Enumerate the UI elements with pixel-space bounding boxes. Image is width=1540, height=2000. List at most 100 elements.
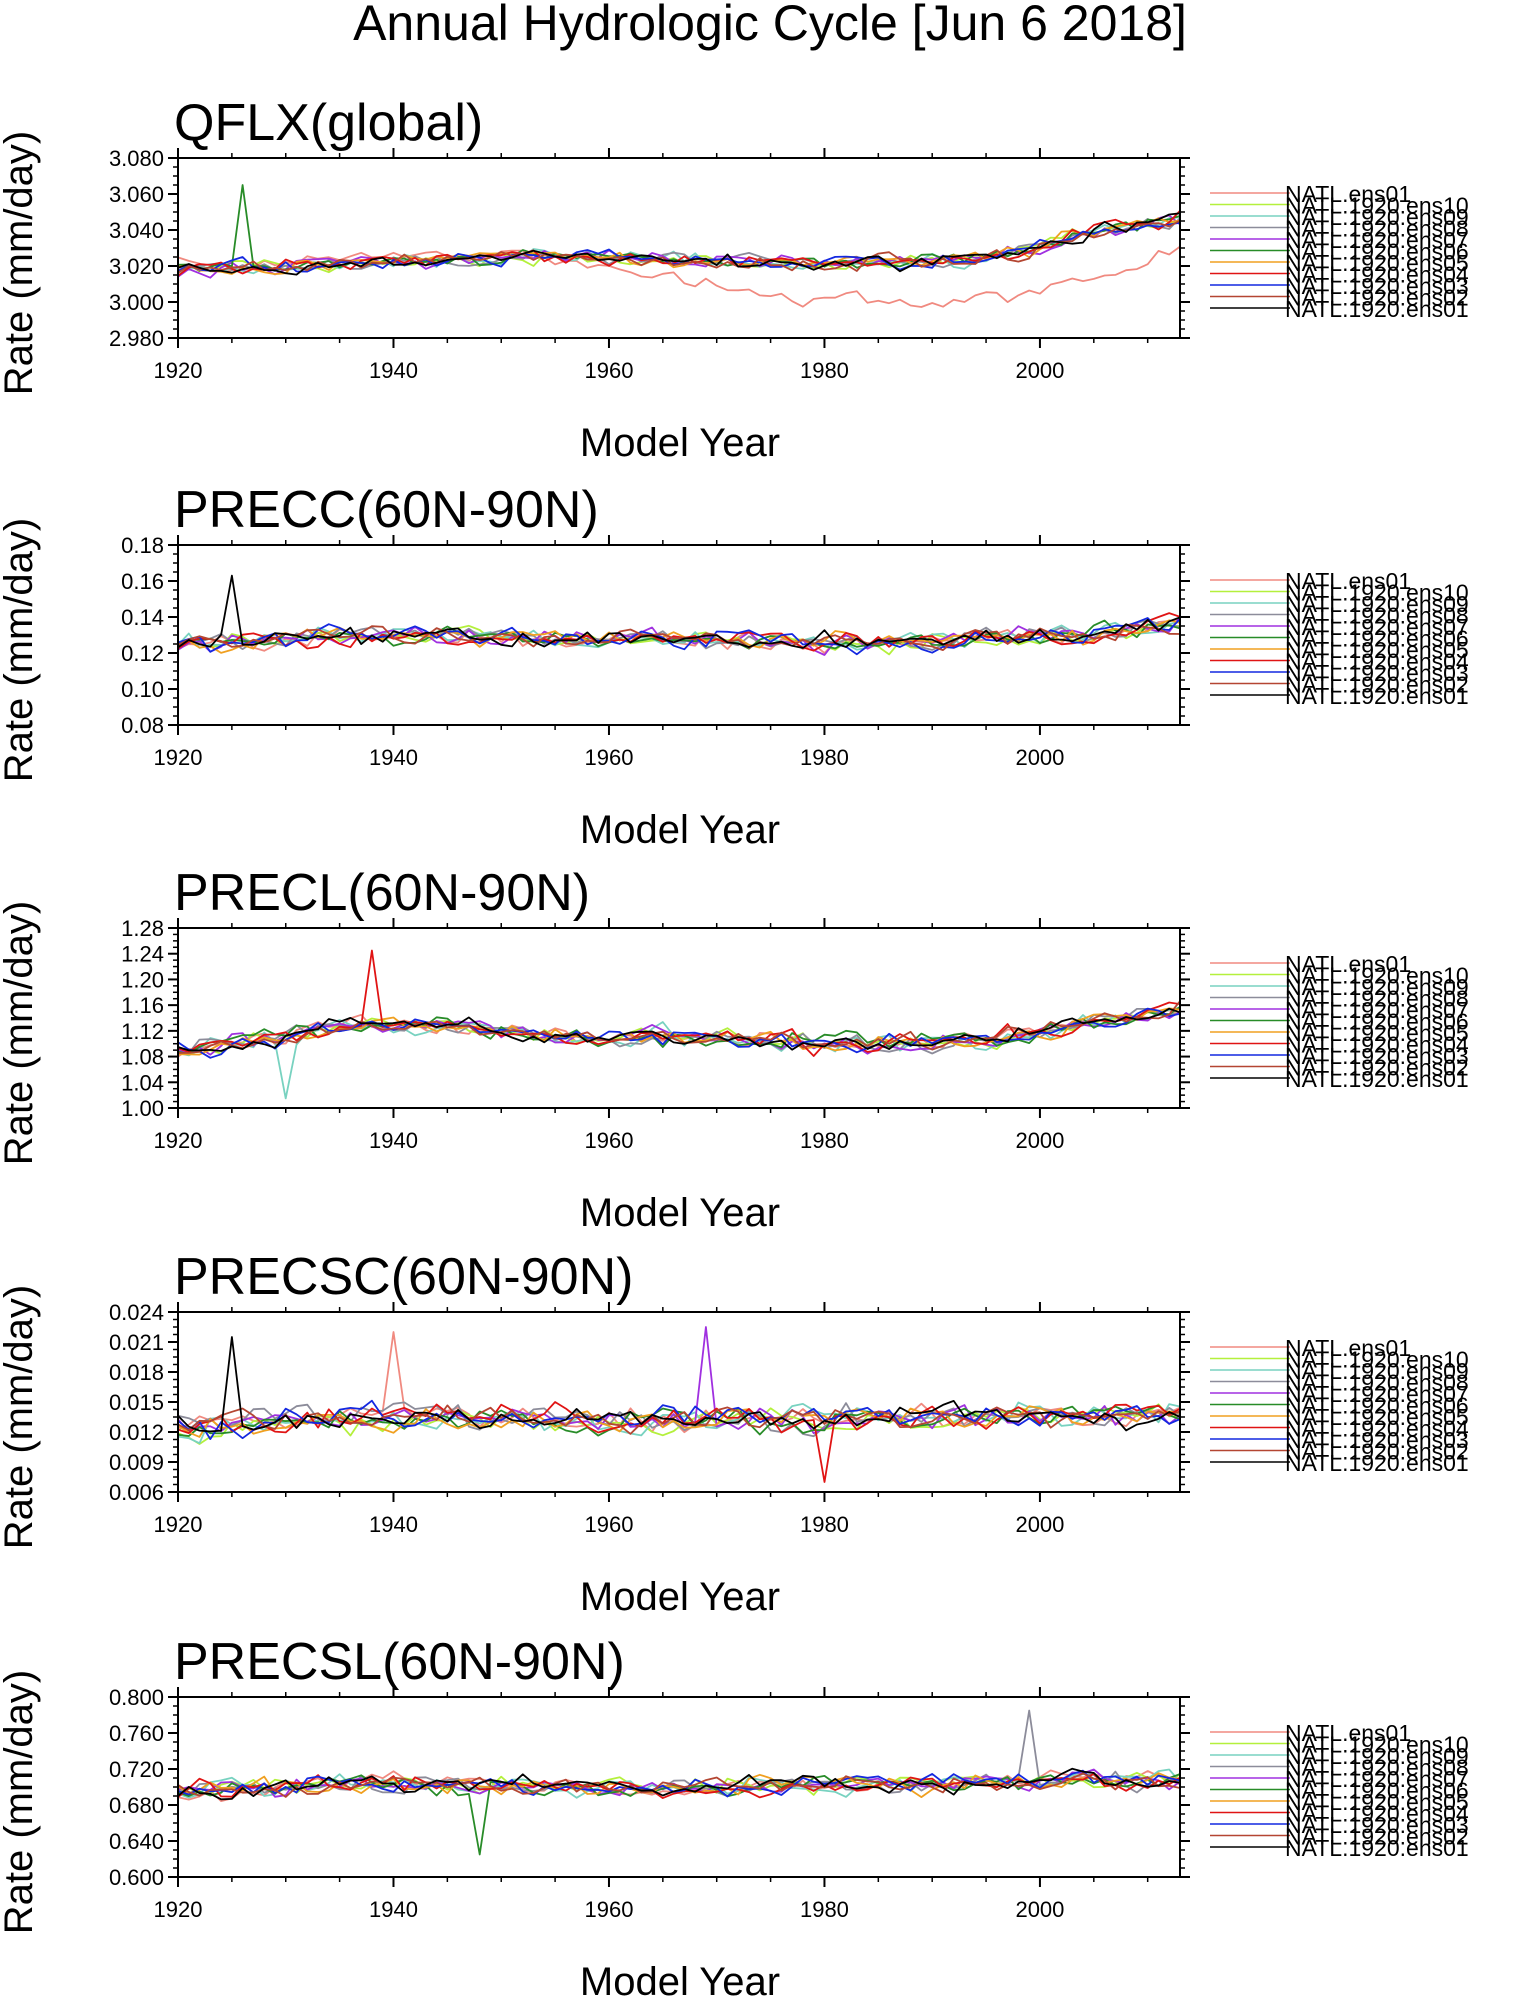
y-tick-label: 0.800 bbox=[109, 1685, 164, 1710]
y-tick-label: 0.680 bbox=[109, 1793, 164, 1818]
legend-label: NATL.1920.ens04 bbox=[1285, 649, 1469, 675]
y-tick-label: 2.980 bbox=[109, 326, 164, 351]
y-tick-label: 0.18 bbox=[121, 533, 164, 558]
legend-label: NATL.1920.ens09 bbox=[1285, 974, 1469, 1000]
legend-label: NATL.1920.ens09 bbox=[1285, 591, 1469, 617]
series-line-natl-ens01 bbox=[178, 245, 1180, 308]
legend: NATL.ens01NATL.1920.ens10NATL.1920.ens09… bbox=[1210, 1335, 1469, 1476]
panels-container: QFLX(global) 2.980 3.000 3.020 3.040 3.060 3.0… bbox=[0, 94, 1469, 2000]
panel-5: PRECSL(60N-90N) 0.600 0.640 0.680 0.720 0.760… bbox=[0, 1633, 1469, 2000]
y-tick-label: 0.021 bbox=[109, 1330, 164, 1355]
legend-label: NATL.1920.ens01 bbox=[1285, 1066, 1469, 1092]
panel-title: QFLX(global) bbox=[174, 94, 483, 152]
y-axis-label: Rate (mm/day) bbox=[0, 518, 41, 783]
panel-title: PRECC(60N-90N) bbox=[174, 481, 599, 539]
legend-label: NATL.1920.ens02 bbox=[1285, 1055, 1469, 1081]
y-axis-label: Rate (mm/day) bbox=[0, 1670, 41, 1935]
legend-label: NATL.1920.ens06 bbox=[1285, 1393, 1469, 1419]
legend-label: NATL.1920.ens03 bbox=[1285, 1812, 1469, 1838]
legend-label: NATL.1920.ens07 bbox=[1285, 1766, 1469, 1792]
series-line-natl-1920-ens04 bbox=[178, 949, 1180, 1057]
legend-label: NATL.1920.ens06 bbox=[1285, 626, 1469, 652]
x-tick-label: 1960 bbox=[584, 358, 633, 383]
x-tick-label: 1920 bbox=[154, 745, 203, 770]
y-tick-label: 1.28 bbox=[121, 916, 164, 941]
y-tick-label: 0.024 bbox=[109, 1300, 164, 1325]
panel-1: QFLX(global) 2.980 3.000 3.020 3.040 3.060 3.0… bbox=[0, 94, 1469, 465]
series-line-natl-1920-ens01 bbox=[178, 574, 1180, 649]
x-tick-label: 1980 bbox=[800, 1512, 849, 1537]
x-tick-label: 2000 bbox=[1015, 1897, 1064, 1922]
x-tick-label: 2000 bbox=[1015, 1512, 1064, 1537]
panel-title: PRECSL(60N-90N) bbox=[174, 1633, 625, 1691]
x-tick-label: 1940 bbox=[369, 1897, 418, 1922]
x-tick-label: 1980 bbox=[800, 745, 849, 770]
legend-label: NATL.1920.ens02 bbox=[1285, 285, 1469, 311]
legend-label: NATL.1920.ens02 bbox=[1285, 672, 1469, 698]
figure-title: Annual Hydrologic Cycle [Jun 6 2018] bbox=[353, 0, 1187, 51]
legend: NATL.ens01NATL.1920.ens10NATL.1920.ens09… bbox=[1210, 181, 1469, 322]
legend-label: NATL.1920.ens05 bbox=[1285, 1020, 1469, 1046]
legend-label: NATL.ens01 bbox=[1285, 181, 1411, 207]
legend-label: NATL.1920.ens07 bbox=[1285, 614, 1469, 640]
y-tick-label: 0.015 bbox=[109, 1390, 164, 1415]
x-tick-label: 1980 bbox=[800, 358, 849, 383]
legend-label: NATL.1920.ens04 bbox=[1285, 262, 1469, 288]
series-group bbox=[178, 1709, 1180, 1856]
y-tick-label: 1.12 bbox=[121, 1019, 164, 1044]
y-axis-label: Rate (mm/day) bbox=[0, 901, 41, 1166]
legend-label: NATL.1920.ens06 bbox=[1285, 1009, 1469, 1035]
y-tick-label: 3.020 bbox=[109, 254, 164, 279]
legend-label: NATL.1920.ens03 bbox=[1285, 1043, 1469, 1069]
y-tick-label: 1.00 bbox=[121, 1096, 164, 1121]
x-tick-label: 1920 bbox=[154, 1897, 203, 1922]
y-tick-label: 3.060 bbox=[109, 182, 164, 207]
legend-label: NATL.1920.ens09 bbox=[1285, 1743, 1469, 1769]
x-tick-label: 1940 bbox=[369, 358, 418, 383]
legend-label: NATL.ens01 bbox=[1285, 1720, 1411, 1746]
panel-4: PRECSC(60N-90N) 0.006 0.009 0.012 0.015 0.018… bbox=[0, 1248, 1469, 1619]
legend-label: NATL.1920.ens10 bbox=[1285, 193, 1469, 219]
series-line-natl-1920-ens02 bbox=[178, 1000, 1180, 1054]
y-tick-label: 3.080 bbox=[109, 146, 164, 171]
legend-label: NATL.1920.ens01 bbox=[1285, 296, 1469, 322]
legend-label: NATL.1920.ens10 bbox=[1285, 580, 1469, 606]
legend-label: NATL.1920.ens03 bbox=[1285, 1427, 1469, 1453]
x-tick-label: 1980 bbox=[800, 1128, 849, 1153]
y-tick-label: 0.640 bbox=[109, 1829, 164, 1854]
legend-label: NATL.ens01 bbox=[1285, 1335, 1411, 1361]
legend-label: NATL.1920.ens08 bbox=[1285, 1755, 1469, 1781]
x-tick-label: 2000 bbox=[1015, 358, 1064, 383]
x-tick-label: 2000 bbox=[1015, 1128, 1064, 1153]
series-line-natl-1920-ens04 bbox=[178, 1772, 1180, 1799]
y-tick-label: 0.009 bbox=[109, 1450, 164, 1475]
series-line-natl-1920-ens01 bbox=[178, 1336, 1180, 1433]
legend-label: NATL.1920.ens10 bbox=[1285, 963, 1469, 989]
series-line-natl-1920-ens03 bbox=[178, 617, 1180, 656]
series-line-natl-1920-ens05 bbox=[178, 1405, 1180, 1438]
legend-label: NATL.1920.ens06 bbox=[1285, 239, 1469, 265]
y-tick-label: 1.08 bbox=[121, 1045, 164, 1070]
x-axis-label: Model Year bbox=[580, 808, 780, 852]
legend-label: NATL.1920.ens01 bbox=[1285, 1450, 1469, 1476]
y-tick-label: 0.16 bbox=[121, 569, 164, 594]
legend: NATL.ens01NATL.1920.ens10NATL.1920.ens09… bbox=[1210, 568, 1469, 709]
legend-label: NATL.1920.ens08 bbox=[1285, 216, 1469, 242]
y-tick-label: 1.24 bbox=[121, 942, 164, 967]
plot-frame bbox=[177, 1311, 1181, 1493]
legend-label: NATL.1920.ens06 bbox=[1285, 1778, 1469, 1804]
panel-title: PRECL(60N-90N) bbox=[174, 864, 590, 922]
y-tick-label: 0.600 bbox=[109, 1865, 164, 1890]
y-tick-label: 0.012 bbox=[109, 1420, 164, 1445]
y-tick-label: 0.08 bbox=[121, 713, 164, 738]
x-tick-label: 1940 bbox=[369, 1512, 418, 1537]
legend: NATL.ens01NATL.1920.ens10NATL.1920.ens09… bbox=[1210, 951, 1469, 1092]
y-tick-label: 0.018 bbox=[109, 1360, 164, 1385]
panel-title: PRECSC(60N-90N) bbox=[174, 1248, 633, 1306]
legend-label: NATL.1920.ens05 bbox=[1285, 1404, 1469, 1430]
legend-label: NATL.1920.ens03 bbox=[1285, 660, 1469, 686]
legend-label: NATL.ens01 bbox=[1285, 951, 1411, 977]
legend-label: NATL.1920.ens01 bbox=[1285, 683, 1469, 709]
series-line-natl-1920-ens03 bbox=[178, 1007, 1180, 1059]
